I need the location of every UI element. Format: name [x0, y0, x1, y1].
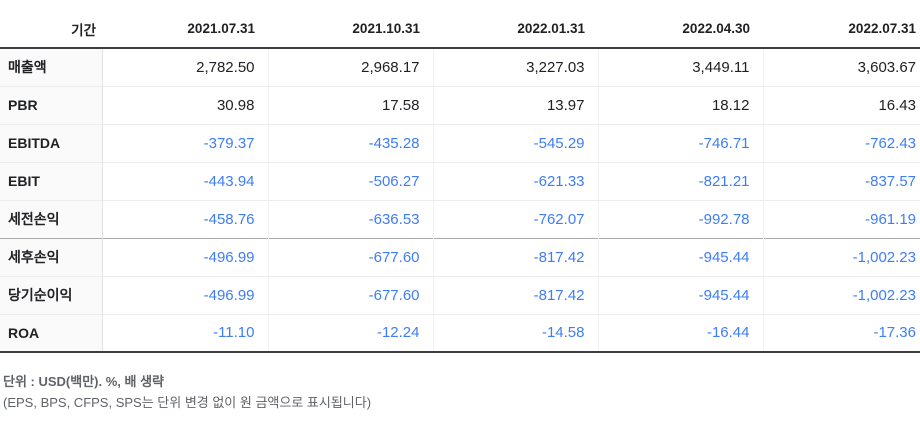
- value-cell: -945.44: [597, 238, 763, 276]
- value-cell: -817.42: [432, 276, 598, 314]
- value-cell: -506.27: [267, 162, 433, 200]
- column-header-date: 2022.01.31: [433, 0, 598, 49]
- detail-note: (EPS, BPS, CFPS, SPS는 단위 변경 없이 원 금액으로 표시…: [3, 394, 372, 410]
- value-cell: -677.60: [267, 276, 433, 314]
- value-cell: 3,449.11: [597, 48, 763, 86]
- value-cell: 30.98: [216, 96, 255, 114]
- table-footnote: 단위 : USD(백만). %, 배 생략 (EPS, BPS, CFPS, S…: [3, 372, 920, 414]
- value-cell: -837.57: [762, 162, 920, 200]
- value-cell: -636.53: [267, 200, 433, 238]
- value-cell: -12.24: [267, 314, 433, 352]
- value-cell: -1,002.23: [762, 238, 920, 276]
- table-row: 매출액 2,782.50 2,968.17 3,227.03 3,449.11 3,603…: [0, 48, 920, 86]
- period-header-label: 기간: [0, 0, 102, 49]
- table-row: ROA -11.10 -12.24 -14.58 -16.44 -17.36: [0, 314, 920, 352]
- table-header: 기간 2021.07.31 2021.10.31 2022.01.31 2022.04…: [0, 0, 920, 49]
- value-cell: -443.94: [203, 172, 255, 190]
- value-cell: 17.58: [267, 86, 433, 124]
- value-cell: -17.36: [762, 314, 920, 352]
- value-cell: -762.43: [762, 124, 920, 162]
- row-label: EBIT: [0, 162, 103, 200]
- value-cell: -992.78: [597, 200, 763, 238]
- value-cell: 2,782.50: [196, 58, 255, 76]
- row-label: 당기순이익: [0, 276, 103, 314]
- value-cell: -379.37: [203, 134, 255, 152]
- column-header-date: 2022.07.31: [763, 0, 920, 49]
- table-row: EBIT -443.94 -506.27 -621.33 -821.21 -837.57: [0, 162, 920, 200]
- value-cell: -11.10: [213, 324, 255, 342]
- value-cell: -435.28: [267, 124, 433, 162]
- row-label: 세전손익: [0, 200, 103, 238]
- value-cell: -16.44: [597, 314, 763, 352]
- value-cell: -458.76: [203, 210, 255, 228]
- value-cell: 3,603.67: [762, 48, 920, 86]
- value-cell: -746.71: [597, 124, 763, 162]
- financial-table: 기간 2021.07.31 2021.10.31 2022.01.31 2022.04…: [0, 0, 920, 352]
- value-cell: -14.58: [432, 314, 598, 352]
- value-cell: -545.29: [432, 124, 598, 162]
- value-cell: 2,968.17: [267, 48, 433, 86]
- row-label: ROA: [0, 314, 103, 352]
- value-cell: -762.07: [432, 200, 598, 238]
- row-label: 세후손익: [0, 238, 103, 276]
- table-row: EBITDA -379.37 -435.28 -545.29 -746.71 -762.4…: [0, 124, 920, 162]
- value-cell: -621.33: [432, 162, 598, 200]
- unit-note: 단위 : USD(백만). %, 배 생략: [3, 374, 164, 389]
- header-row: 기간 2021.07.31 2021.10.31 2022.01.31 2022.04…: [0, 0, 920, 49]
- value-cell: 3,227.03: [432, 48, 598, 86]
- value-cell: 16.43: [762, 86, 920, 124]
- row-label: 매출액: [0, 48, 103, 86]
- value-cell: -496.99: [203, 248, 255, 266]
- value-cell: -945.44: [597, 276, 763, 314]
- row-label: PBR: [0, 86, 103, 124]
- value-cell: -821.21: [597, 162, 763, 200]
- value-cell: 13.97: [432, 86, 598, 124]
- column-header-date: 2021.07.31: [102, 0, 268, 49]
- table-row: 세전손익 -458.76 -636.53 -762.07 -992.78 -961.19: [0, 200, 920, 238]
- value-cell: -817.42: [432, 238, 598, 276]
- table-body: 매출액 2,782.50 2,968.17 3,227.03 3,449.11 3,603…: [0, 48, 920, 352]
- value-cell: -961.19: [762, 200, 920, 238]
- value-cell: -1,002.23: [762, 276, 920, 314]
- row-label: EBITDA: [0, 124, 103, 162]
- column-header-date: 2022.04.30: [598, 0, 763, 49]
- value-cell: 18.12: [597, 86, 763, 124]
- column-header-date: 2021.10.31: [268, 0, 433, 49]
- value-cell: -677.60: [267, 238, 433, 276]
- table-row: 세후손익 -496.99 -677.60 -817.42 -945.44 -1,002.2…: [0, 238, 920, 276]
- value-cell: -496.99: [203, 286, 255, 304]
- table-row: 당기순이익 -496.99 -677.60 -817.42 -945.44 -1,002.…: [0, 276, 920, 314]
- table-row: PBR 30.98 17.58 13.97 18.12 16.43: [0, 86, 920, 124]
